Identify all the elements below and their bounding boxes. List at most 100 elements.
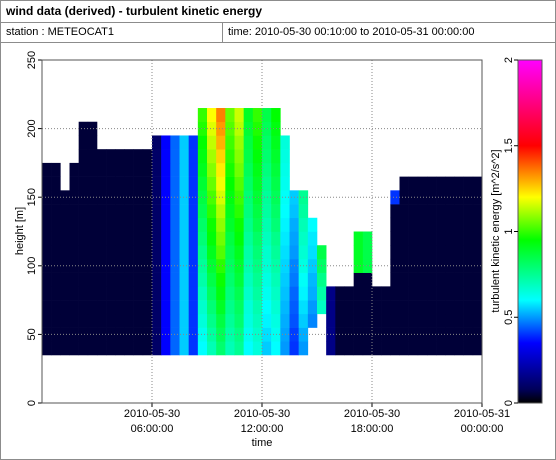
- heatmap-cell: [207, 272, 217, 287]
- heatmap-cell: [289, 204, 299, 219]
- heatmap-cell: [335, 327, 345, 342]
- heatmap-cell: [42, 313, 52, 328]
- heatmap-cell: [170, 300, 180, 315]
- heatmap-cell: [353, 231, 364, 246]
- heatmap-cell: [207, 108, 217, 123]
- heatmap-cell: [78, 204, 89, 219]
- heatmap-cell: [179, 300, 189, 315]
- heatmap-cell: [280, 313, 290, 328]
- heatmap-cell: [307, 313, 318, 328]
- heatmap-cell: [51, 217, 61, 232]
- heatmap-cell: [390, 300, 400, 315]
- heatmap-cell: [225, 231, 235, 246]
- heatmap-cell: [417, 231, 428, 246]
- heatmap-cell: [381, 341, 391, 356]
- heatmap-cell: [390, 190, 400, 205]
- colorbar-tick-label: 0.5: [503, 310, 515, 325]
- heatmap-cell: [106, 245, 116, 260]
- heatmap-cell: [115, 231, 125, 246]
- heatmap-cell: [97, 286, 107, 301]
- colorbar-tick-label: 2: [503, 57, 515, 63]
- heatmap-cell: [69, 341, 79, 356]
- heatmap-cell: [436, 272, 446, 287]
- heatmap-cell: [298, 286, 309, 301]
- x-tick-label: 00:00:00: [461, 423, 504, 435]
- heatmap-cell: [197, 327, 208, 342]
- heatmap-cell: [225, 286, 235, 301]
- heatmap-cell: [188, 176, 199, 191]
- heatmap-cell: [152, 272, 162, 287]
- heatmap-cell: [399, 245, 409, 260]
- heatmap-cell: [161, 217, 171, 232]
- heatmap-cell: [69, 231, 79, 246]
- heatmap-cell: [225, 313, 235, 328]
- heatmap-cell: [445, 231, 455, 246]
- heatmap-cell: [42, 176, 52, 191]
- heatmap-cell: [472, 176, 483, 191]
- heatmap-cell: [142, 341, 153, 356]
- heatmap-cell: [280, 162, 290, 177]
- heatmap-cell: [69, 176, 79, 191]
- heatmap-cell: [463, 272, 474, 287]
- heatmap-cell: [335, 341, 345, 356]
- heatmap-cell: [417, 245, 428, 260]
- heatmap-cell: [353, 313, 364, 328]
- heatmap-cell: [427, 272, 437, 287]
- heatmap-cell: [152, 286, 162, 301]
- heatmap-cell: [87, 272, 98, 287]
- heatmap-cell: [234, 149, 244, 164]
- heatmap-cell: [362, 231, 373, 246]
- heatmap-cell: [216, 135, 226, 150]
- heatmap-cell: [216, 217, 226, 232]
- heatmap-cell: [252, 204, 263, 219]
- heatmap-cell: [161, 300, 171, 315]
- heatmap-cell: [87, 162, 98, 177]
- heatmap-cell: [307, 300, 318, 315]
- heatmap-cell: [87, 121, 98, 136]
- heatmap-cell: [390, 245, 400, 260]
- heatmap-cell: [216, 204, 226, 219]
- heatmap-cell: [142, 272, 153, 287]
- heatmap-cell: [69, 204, 79, 219]
- heatmap-cell: [216, 258, 226, 273]
- heatmap-cell: [445, 217, 455, 232]
- heatmap-cell: [170, 341, 180, 356]
- heatmap-cell: [124, 341, 134, 356]
- heatmap-cell: [124, 176, 134, 191]
- heatmap-cell: [42, 327, 52, 342]
- heatmap-cell: [207, 286, 217, 301]
- heatmap-cell: [454, 176, 464, 191]
- heatmap-cell: [51, 245, 61, 260]
- heatmap-cell: [436, 176, 446, 191]
- heatmap-cell: [133, 204, 144, 219]
- heatmap-cell: [78, 149, 89, 164]
- heatmap-cell: [372, 341, 382, 356]
- heatmap-cell: [280, 135, 290, 150]
- heatmap-cell: [179, 204, 189, 219]
- heatmap-cell: [472, 231, 483, 246]
- heatmap-cell: [399, 217, 409, 232]
- heatmap-cell: [445, 286, 455, 301]
- heatmap-cell: [271, 162, 281, 177]
- heatmap-cell: [436, 327, 446, 342]
- heatmap-cell: [225, 190, 235, 205]
- window-title: wind data (derived) - turbulent kinetic …: [5, 4, 262, 18]
- heatmap-cell: [197, 121, 208, 136]
- heatmap-cell: [188, 272, 199, 287]
- heatmap-cell: [188, 217, 199, 232]
- heatmap-cell: [243, 300, 254, 315]
- heatmap-cell: [436, 245, 446, 260]
- heatmap-cell: [42, 190, 52, 205]
- heatmap-cell: [161, 272, 171, 287]
- heatmap-cell: [390, 341, 400, 356]
- heatmap-cell: [161, 204, 171, 219]
- heatmap-cell: [234, 121, 244, 136]
- heatmap-cell: [427, 327, 437, 342]
- heatmap-cell: [454, 300, 464, 315]
- heatmap-cell: [225, 217, 235, 232]
- colorbar: [517, 59, 543, 404]
- heatmap-cell: [271, 327, 281, 342]
- heatmap-cell: [170, 327, 180, 342]
- heatmap-cell: [252, 272, 263, 287]
- heatmap-cell: [161, 286, 171, 301]
